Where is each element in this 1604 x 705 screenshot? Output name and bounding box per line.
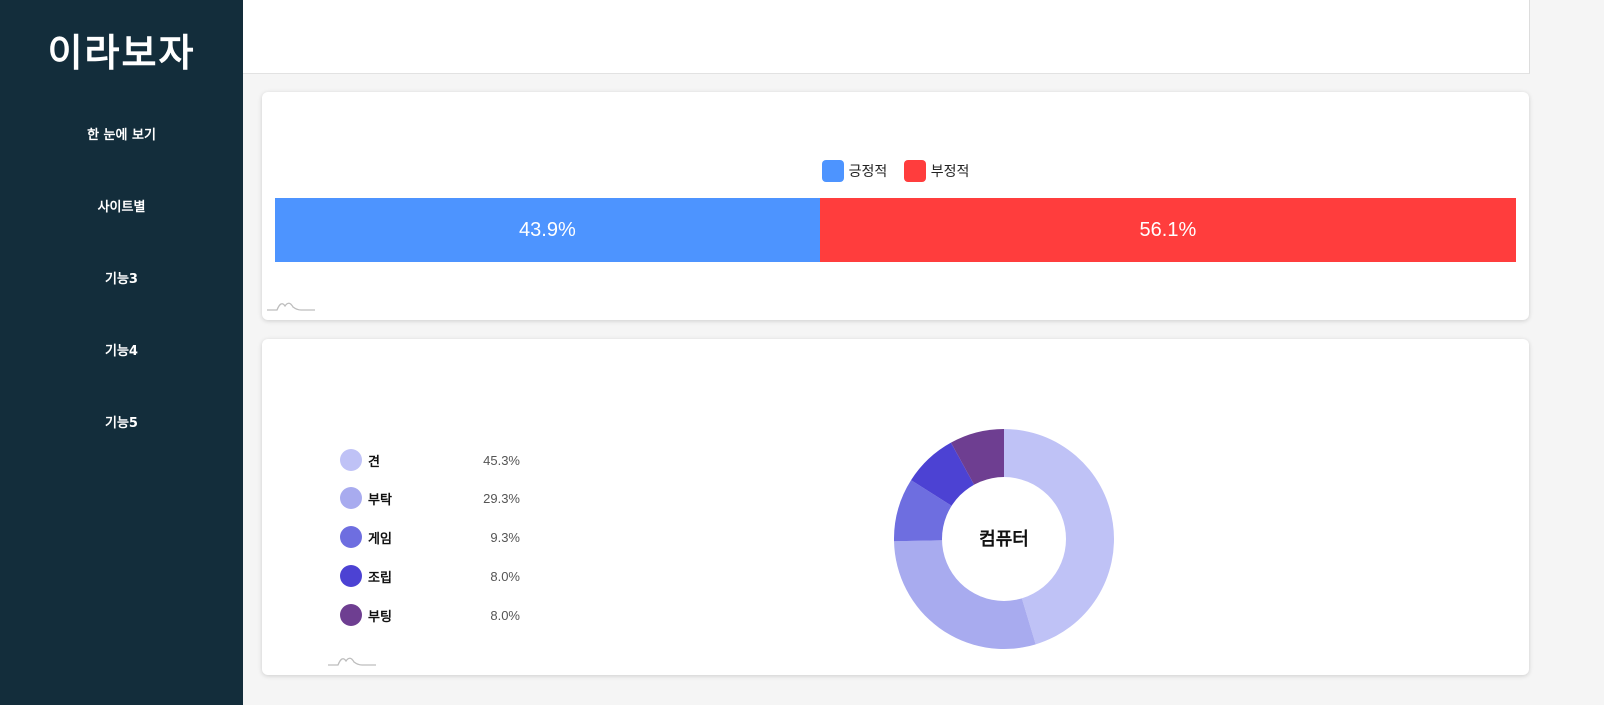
sidebar: 이라보자 한 눈에 보기 사이트별 기능3 기능4 기능5 [0, 0, 243, 705]
legend-dot [340, 565, 362, 587]
legend-dot [340, 526, 362, 548]
stacked-bar: 43.9% 56.1% [275, 198, 1516, 262]
bar-label-negative: 56.1% [1139, 218, 1197, 241]
donut-hole [942, 477, 1066, 601]
legend-label: 부탁 [368, 493, 392, 508]
legend-row[interactable]: 견 45.3% [340, 449, 540, 473]
legend-label: 게임 [368, 532, 392, 547]
app-logo[interactable]: 이라보자 [47, 30, 196, 75]
donut-chart: 컴퓨터 [894, 429, 1114, 649]
legend-label: 부팅 [368, 610, 392, 625]
legend-value: 8.0% [490, 569, 520, 584]
chart-watermark-icon [267, 302, 315, 311]
legend-row[interactable]: 부팅 8.0% [340, 604, 540, 628]
legend-label: 조립 [368, 571, 392, 586]
legend-label-positive: 긍정적 [848, 164, 888, 180]
legend-swatch-positive [821, 160, 844, 182]
legend-swatch-negative [903, 160, 926, 182]
legend-value: 29.3% [483, 491, 520, 506]
legend-label-negative: 부정적 [930, 164, 970, 180]
legend-row[interactable]: 부탁 29.3% [340, 487, 540, 511]
legend-item-negative[interactable]: 부정적 [903, 160, 970, 182]
sidebar-item-by-site[interactable]: 사이트별 [97, 200, 146, 215]
sentiment-chart-card: 긍정적 부정적 43.9% 56.1% [262, 92, 1529, 320]
legend-row[interactable]: 조립 8.0% [340, 565, 540, 589]
legend-value: 8.0% [490, 608, 520, 623]
legend-item-positive[interactable]: 긍정적 [821, 160, 888, 182]
sidebar-item-feature4[interactable]: 기능4 [105, 344, 138, 359]
donut-center-label: 컴퓨터 [979, 529, 1029, 550]
sentiment-legend: 긍정적 부정적 [262, 160, 1529, 186]
legend-value: 45.3% [483, 453, 520, 468]
bar-segment-positive[interactable]: 43.9% [275, 198, 820, 262]
bar-segment-negative[interactable]: 56.1% [819, 198, 1516, 262]
sidebar-item-feature3[interactable]: 기능3 [105, 272, 138, 287]
chart-watermark-icon [328, 657, 376, 666]
keyword-chart-card: 견 45.3% 부탁 29.3% 게임 9.3% 조립 8.0% 부팅 8.0%… [262, 339, 1529, 675]
legend-row[interactable]: 게임 9.3% [340, 526, 540, 550]
sidebar-item-feature5[interactable]: 기능5 [105, 416, 138, 431]
bar-label-positive: 43.9% [519, 218, 576, 241]
legend-value: 9.3% [490, 530, 520, 545]
legend-dot [340, 487, 362, 509]
sidebar-item-overview[interactable]: 한 눈에 보기 [87, 128, 156, 143]
legend-label: 견 [368, 455, 380, 470]
header-panel [243, 0, 1530, 74]
legend-dot [340, 604, 362, 626]
legend-dot [340, 449, 362, 471]
